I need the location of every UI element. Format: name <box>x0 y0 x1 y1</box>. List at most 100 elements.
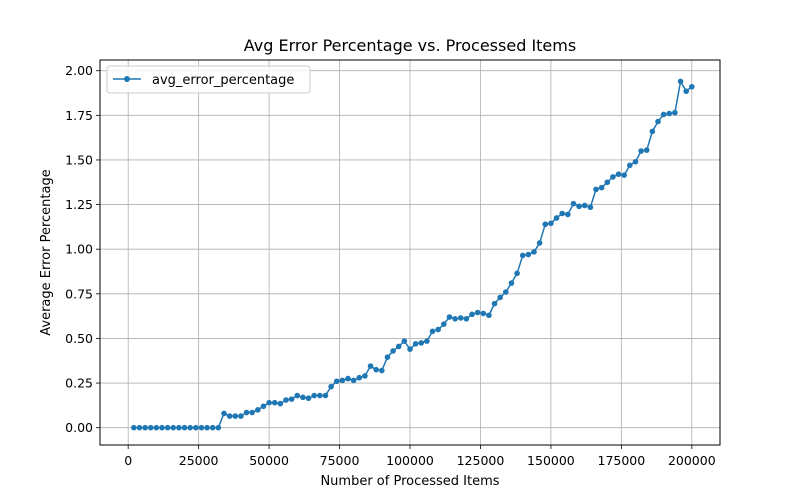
data-point <box>570 200 577 207</box>
data-point <box>604 179 611 186</box>
data-point <box>565 211 571 218</box>
data-point <box>243 409 250 416</box>
data-point <box>519 252 526 259</box>
data-point <box>424 338 430 344</box>
x-tick-label: 75000 <box>320 453 360 468</box>
data-point <box>469 311 475 318</box>
data-point <box>683 88 689 95</box>
data-point <box>226 413 233 419</box>
data-point <box>677 78 684 85</box>
x-tick-label: 150000 <box>527 453 575 468</box>
data-point <box>418 340 425 346</box>
data-point <box>221 410 227 417</box>
data-point <box>593 186 599 193</box>
data-point <box>317 392 323 399</box>
data-point <box>300 394 306 401</box>
data-point <box>345 375 351 382</box>
data-point <box>429 328 436 335</box>
data-point <box>643 147 650 153</box>
data-point <box>362 373 368 379</box>
data-point <box>181 424 188 431</box>
data-point <box>187 424 193 431</box>
data-point <box>209 424 216 431</box>
data-point <box>238 413 244 419</box>
data-point <box>373 366 379 373</box>
y-axis: 0.00 0.25 0.50 0.75 1.00 1.25 1.50 1.75 2.00 <box>65 63 100 435</box>
data-point <box>587 204 594 211</box>
data-point <box>147 424 154 431</box>
x-axis-label: Number of Processed Items <box>320 474 499 489</box>
data-point <box>271 399 278 406</box>
data-point <box>649 128 656 135</box>
x-tick-label: 25000 <box>179 453 219 468</box>
x-tick-label: 0 <box>124 453 132 468</box>
x-tick-label: 200000 <box>668 453 716 468</box>
data-point <box>294 392 301 399</box>
y-tick-label: 0.75 <box>65 286 93 301</box>
data-point <box>610 174 616 180</box>
data-point <box>463 316 470 322</box>
y-tick-label: 0.00 <box>65 420 93 435</box>
data-point <box>170 424 177 431</box>
series-line <box>133 80 693 429</box>
data-point <box>638 148 644 154</box>
data-point <box>627 162 633 169</box>
y-tick-label: 0.50 <box>65 331 93 346</box>
data-point <box>283 397 289 403</box>
data-point <box>497 294 503 301</box>
data-point <box>457 315 464 321</box>
data-point <box>395 343 402 350</box>
y-tick-label: 1.25 <box>65 197 93 212</box>
x-tick-label: 100000 <box>386 453 434 468</box>
data-point <box>559 210 565 217</box>
data-point <box>503 289 509 295</box>
data-point <box>666 110 673 117</box>
y-tick-label: 1.50 <box>65 152 93 167</box>
data-point <box>204 424 210 431</box>
data-point <box>193 424 199 431</box>
x-axis: 0 25000 50000 75000 100000 125000 150000 175000… <box>124 445 716 468</box>
data-point <box>401 338 408 344</box>
data-point <box>131 424 137 431</box>
data-point <box>232 413 239 419</box>
y-tick-label: 1.75 <box>65 108 93 123</box>
data-point <box>277 400 284 407</box>
data-point <box>441 321 447 327</box>
series-layer <box>131 78 695 431</box>
data-point <box>672 109 678 116</box>
data-point <box>142 424 148 431</box>
data-point <box>159 424 165 431</box>
data-point <box>553 215 560 221</box>
data-point <box>350 377 357 384</box>
data-point <box>491 300 498 307</box>
data-point <box>339 377 346 384</box>
data-point <box>480 310 487 317</box>
data-point <box>305 395 312 402</box>
data-point <box>548 220 554 227</box>
x-tick-label: 175000 <box>598 453 646 468</box>
chart-title: Avg Error Percentage vs. Processed Items <box>244 36 576 55</box>
data-point <box>288 396 295 402</box>
data-point <box>508 280 515 286</box>
legend-marker <box>124 76 130 82</box>
data-point <box>255 407 261 413</box>
x-tick-label: 125000 <box>457 453 505 468</box>
data-point <box>486 312 492 319</box>
data-point <box>621 172 627 178</box>
data-point <box>390 348 396 354</box>
data-point <box>542 221 549 228</box>
y-axis-label: Average Error Percentage <box>39 169 54 335</box>
data-point <box>379 367 385 374</box>
y-tick-label: 1.00 <box>65 242 93 257</box>
data-point <box>176 424 182 431</box>
data-point <box>514 270 520 277</box>
data-point <box>598 184 605 191</box>
data-point <box>412 340 419 347</box>
legend-box <box>106 65 311 94</box>
data-point <box>153 424 160 431</box>
data-point <box>266 399 272 406</box>
data-point <box>249 409 255 416</box>
data-point <box>136 424 143 431</box>
data-point <box>660 111 667 118</box>
